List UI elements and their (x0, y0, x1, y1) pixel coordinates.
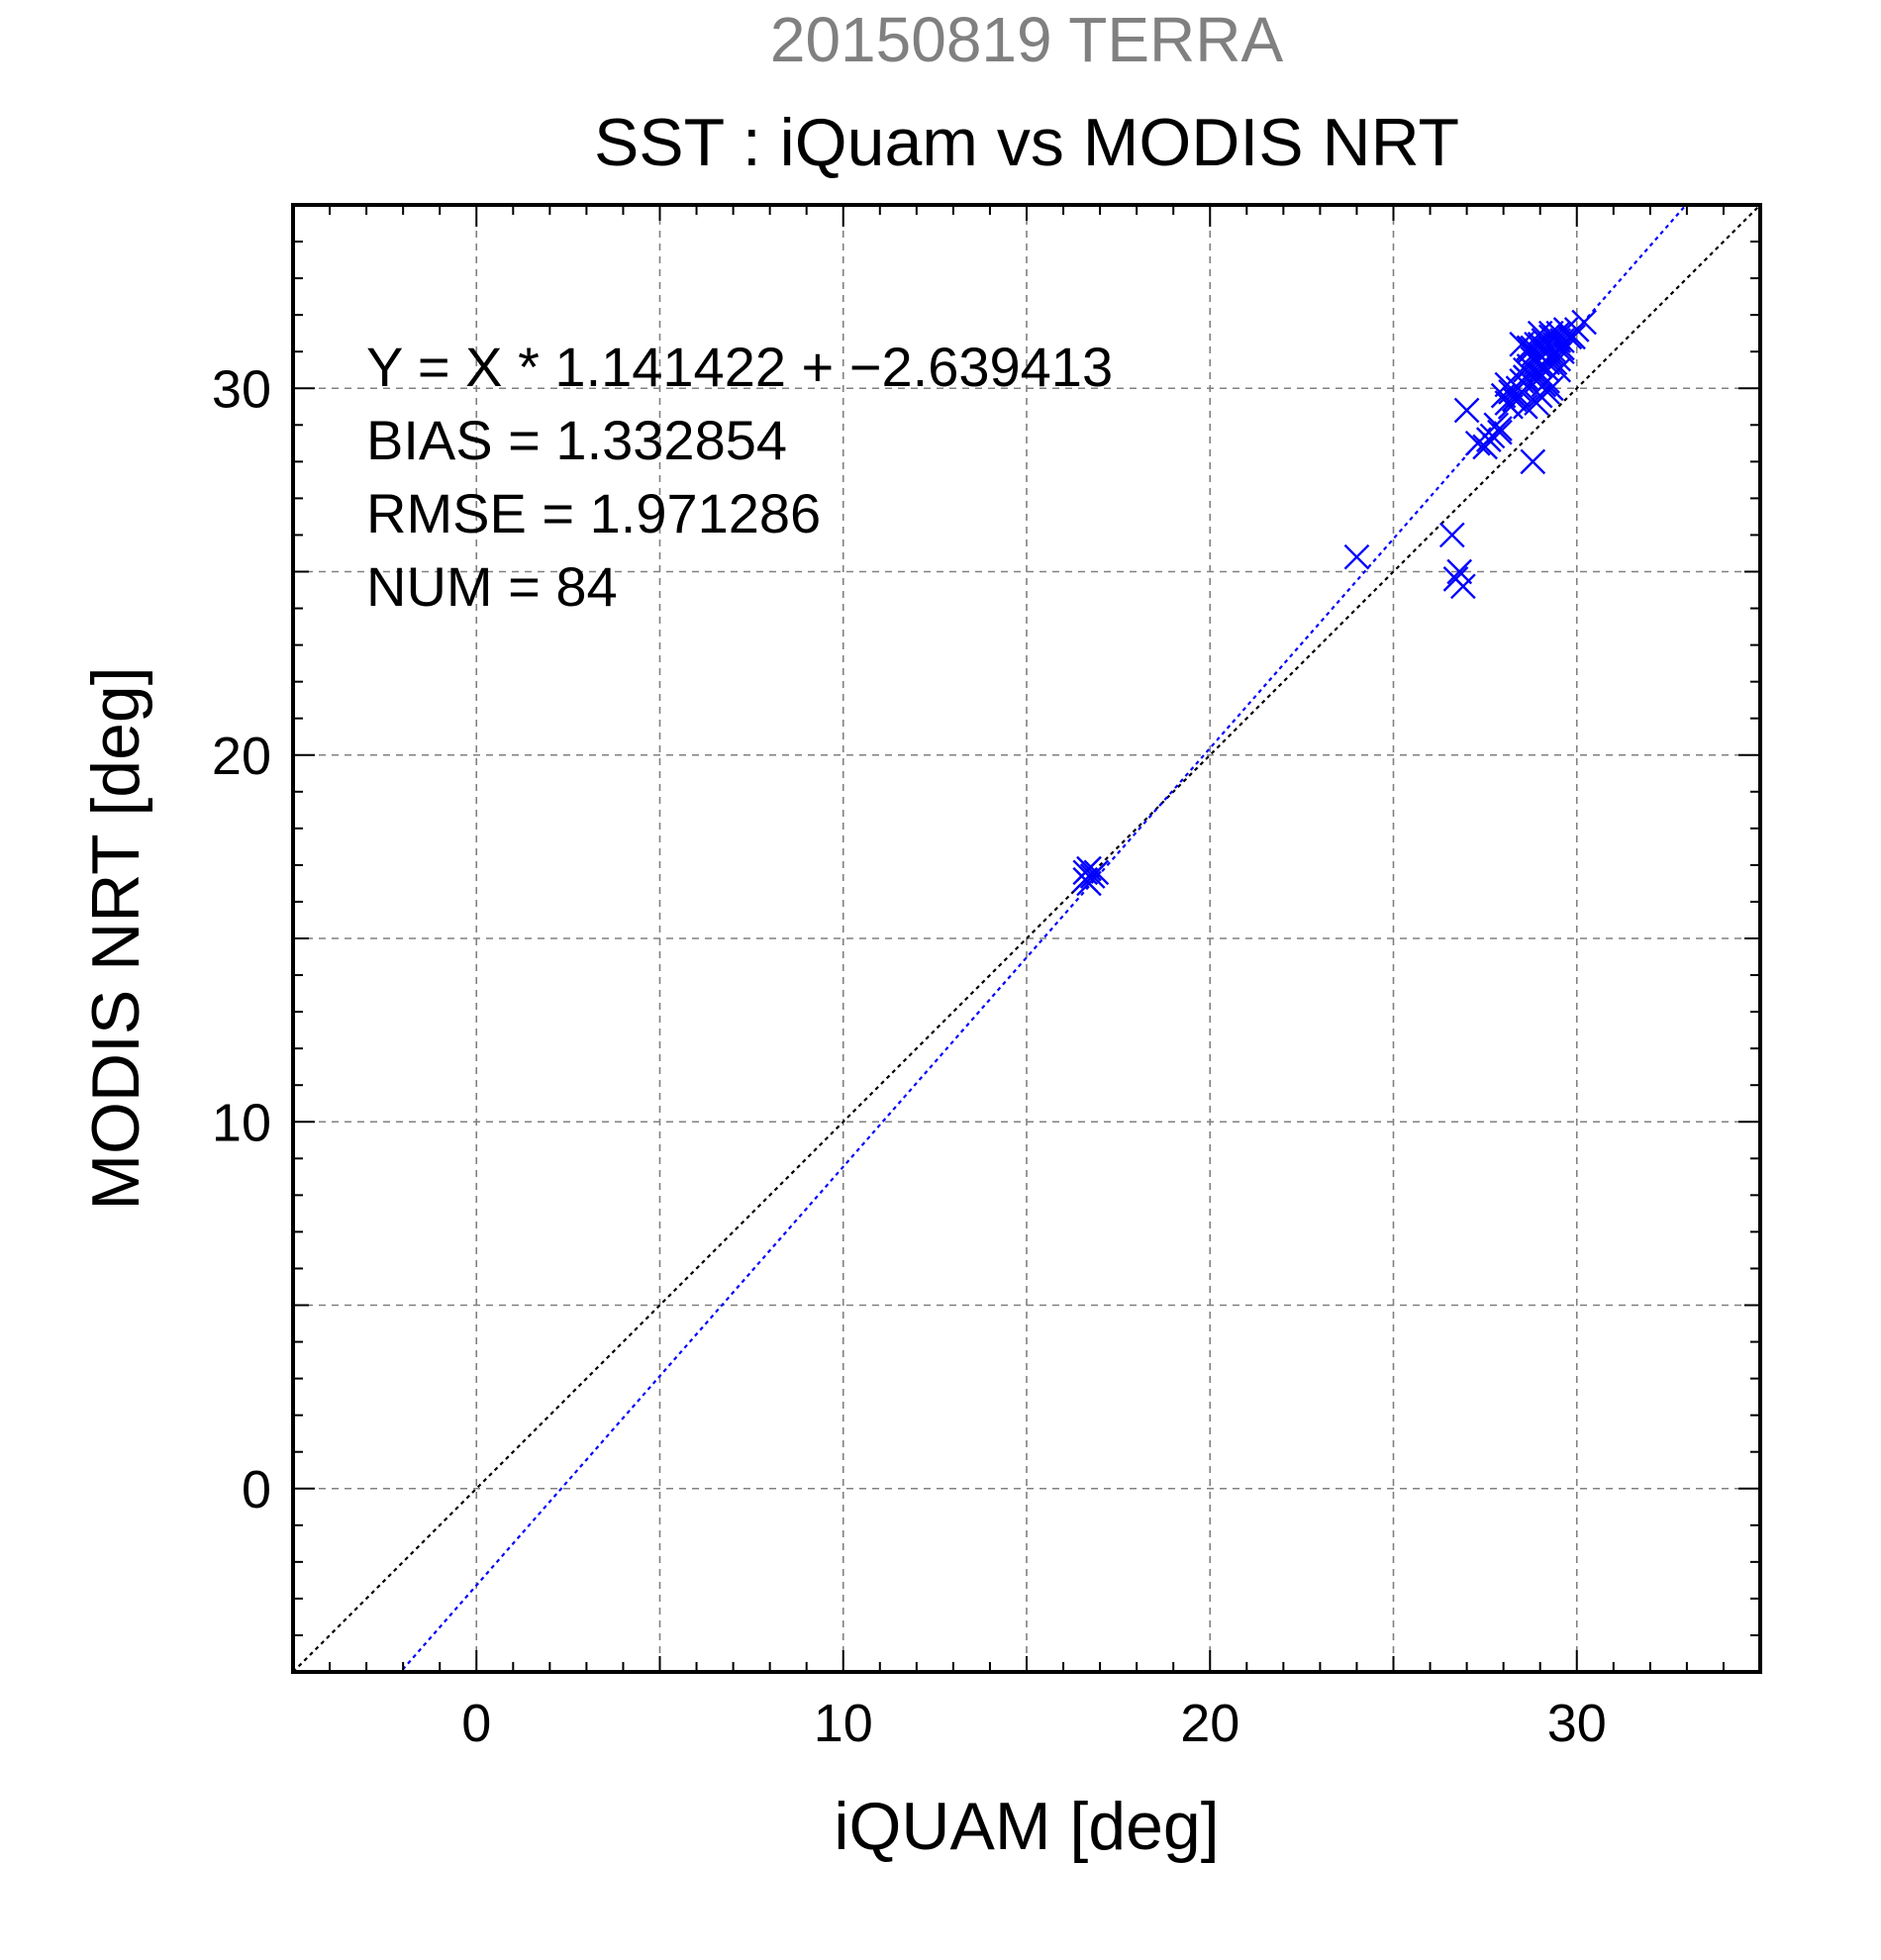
annotation-bias: BIAS = 1.332854 (366, 409, 787, 471)
x-axis-label: iQUAM [deg] (834, 1789, 1219, 1864)
scatter-point-stroke (1527, 320, 1553, 346)
y-tick-label: 30 (212, 359, 271, 419)
scatter-point-stroke (1524, 367, 1549, 394)
y-tick-label: 10 (212, 1093, 271, 1152)
scatter-point-stroke (1505, 375, 1532, 402)
scatter-point (1534, 349, 1560, 376)
scatter-point (1487, 419, 1513, 445)
scatter-point (1516, 335, 1542, 361)
scatter-point (1453, 397, 1480, 424)
scatter-point-stroke (1537, 343, 1564, 368)
y-axis-label: MODIS NRT [deg] (78, 666, 153, 1210)
scatter-point (1527, 382, 1553, 409)
scatter-point (1513, 393, 1538, 420)
scatter-point (1505, 375, 1532, 402)
scatter-point-stroke (1527, 382, 1553, 409)
scatter-point (1524, 367, 1549, 394)
chart-supertitle: 20150819 TERRA (770, 4, 1284, 75)
scatter-point-stroke (1520, 335, 1546, 361)
scatter-point (1527, 320, 1553, 346)
scatter-point-stroke (1438, 522, 1465, 548)
scatter-point-stroke (1076, 870, 1102, 897)
scatter-point (1571, 309, 1598, 336)
x-tick-label: 0 (461, 1694, 491, 1753)
scatter-point-stroke (1520, 448, 1546, 475)
scatter-point (1527, 360, 1553, 387)
scatter-point-stroke (1083, 859, 1110, 886)
annotation-num: NUM = 84 (366, 555, 618, 618)
scatter-point-stroke (1560, 324, 1586, 350)
x-tick-label: 30 (1547, 1694, 1607, 1753)
scatter-point-stroke (1516, 335, 1542, 361)
scatter-point-stroke (1453, 397, 1480, 424)
scatter-point-stroke (1343, 543, 1370, 570)
scatter-point (1520, 448, 1546, 475)
scatter-point (1446, 558, 1473, 585)
scatter-point (1545, 328, 1572, 353)
scatter-point-stroke (1534, 349, 1560, 376)
scatter-point (1487, 416, 1513, 441)
scatter-point-stroke (1487, 416, 1513, 441)
scatter-point-stroke (1527, 360, 1553, 387)
chart-title: SST : iQuam vs MODIS NRT (594, 105, 1459, 180)
scatter-point-stroke (1487, 419, 1513, 445)
y-tick-label: 0 (242, 1460, 271, 1519)
x-tick-label: 20 (1180, 1694, 1239, 1753)
scatter-point-stroke (1545, 328, 1572, 353)
plot-frame (291, 203, 1762, 1674)
scatter-point (1560, 324, 1586, 350)
tick-labels: 0 0 10 10 20 20 30 30 (212, 359, 1607, 1753)
annotation-regression: Y = X * 1.141422 + −2.639413 (366, 336, 1113, 398)
scatter-points (1072, 309, 1598, 897)
annotation-rmse: RMSE = 1.971286 (366, 482, 821, 544)
scatter-point (1076, 870, 1102, 897)
scatter-point (1343, 543, 1370, 570)
y-tick-label: 20 (212, 727, 271, 786)
scatter-point-stroke (1513, 364, 1538, 390)
scatter-point-stroke (1505, 382, 1532, 409)
scatter-point-stroke (1513, 393, 1538, 420)
identity-line (293, 205, 1760, 1672)
scatter-point-stroke (1571, 309, 1598, 336)
scatter-point-stroke (1446, 558, 1473, 585)
scatter-point-stroke (1450, 573, 1476, 600)
stats-annotation: Y = X * 1.141422 + −2.639413 BIAS = 1.33… (366, 336, 1113, 618)
scatter-point (1083, 859, 1110, 886)
scatter-point (1505, 382, 1532, 409)
scatter-point (1537, 343, 1564, 368)
scatter-point (1450, 573, 1476, 600)
x-tick-label: 10 (814, 1694, 873, 1753)
scatter-point (1438, 522, 1465, 548)
